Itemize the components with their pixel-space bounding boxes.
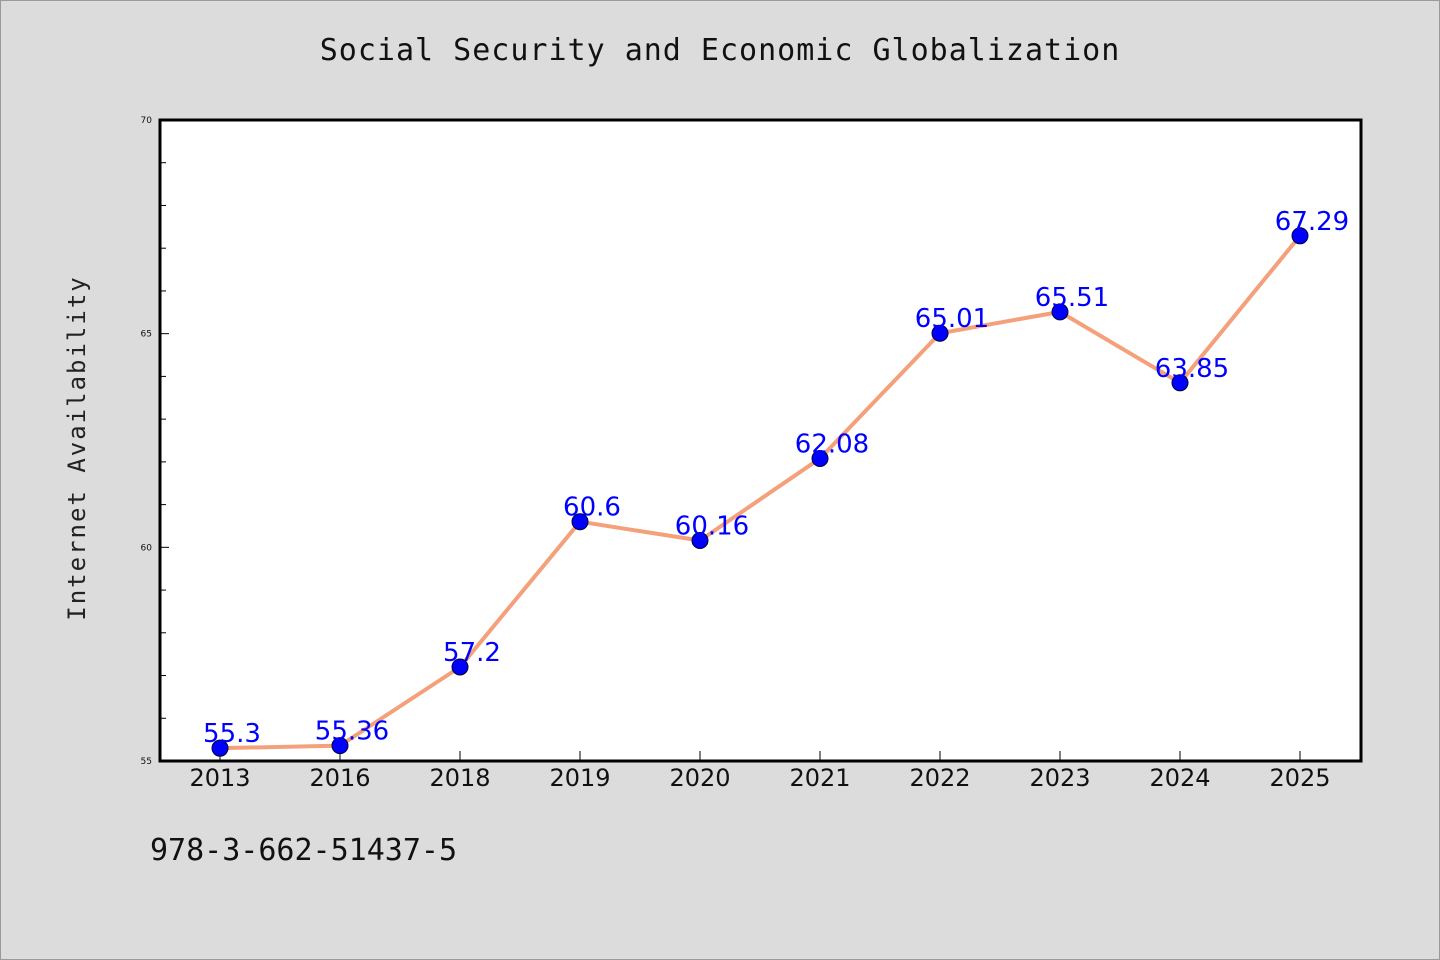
data-label: 63.85 bbox=[1155, 354, 1229, 384]
data-point bbox=[451, 658, 469, 676]
data-label: 60.6 bbox=[563, 493, 621, 523]
x-tick-label: 2019 bbox=[549, 764, 610, 792]
x-tick-label: 2016 bbox=[309, 764, 370, 792]
x-tick-label: 2023 bbox=[1029, 764, 1090, 792]
data-label: 60.16 bbox=[675, 511, 749, 541]
data-label: 67.29 bbox=[1275, 207, 1349, 237]
data-point bbox=[1171, 374, 1189, 392]
isbn-label: 978-3-662-51437-5 bbox=[150, 833, 458, 868]
y-tick-label: 70 bbox=[141, 116, 153, 126]
x-tick-label: 2022 bbox=[909, 764, 970, 792]
plot-area bbox=[158, 118, 1363, 763]
series-line bbox=[219, 234, 1302, 751]
y-axis: 55 60 65 70 bbox=[141, 116, 169, 767]
data-label: 55.36 bbox=[315, 717, 389, 747]
data-label: 62.08 bbox=[795, 429, 869, 459]
series-layer: 55.3 55.36 57.2 60.6 60.16 62.08 65.01 65.51 63.… bbox=[203, 207, 1349, 757]
data-point bbox=[691, 531, 709, 549]
x-tick-label: 2013 bbox=[189, 764, 250, 792]
data-label: 57.2 bbox=[443, 638, 501, 668]
x-tick-label: 2018 bbox=[429, 764, 490, 792]
data-label: 65.01 bbox=[915, 304, 989, 334]
x-axis: 2013 2016 2018 2019 2020 2021 2022 2023 2024 2025 bbox=[189, 751, 1331, 792]
x-tick-label: 2025 bbox=[1269, 764, 1330, 792]
y-tick-label: 55 bbox=[141, 757, 152, 767]
x-tick-label: 2020 bbox=[669, 764, 730, 792]
data-point bbox=[811, 449, 829, 467]
data-point bbox=[1291, 227, 1309, 245]
data-point bbox=[571, 513, 589, 531]
y-tick-label: 65 bbox=[141, 330, 152, 340]
data-point bbox=[931, 324, 949, 342]
y-tick-label: 60 bbox=[141, 543, 153, 553]
x-tick-label: 2024 bbox=[1149, 764, 1210, 792]
data-point bbox=[331, 737, 349, 755]
x-tick-label: 2021 bbox=[789, 764, 850, 792]
data-label: 55.3 bbox=[203, 719, 261, 749]
chart-title: Social Security and Economic Globalizati… bbox=[319, 33, 1121, 68]
data-point bbox=[211, 739, 229, 757]
data-label: 65.51 bbox=[1035, 283, 1109, 313]
data-point bbox=[1051, 303, 1069, 321]
